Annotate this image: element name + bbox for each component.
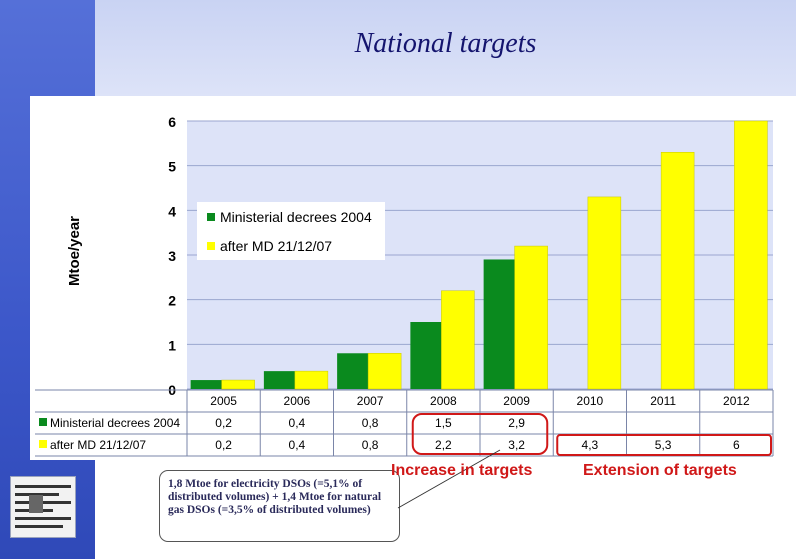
data-label: 0,2 [215,438,232,452]
data-label: 0,8 [362,416,379,430]
bar-after-md-2007 [367,353,402,390]
x-tick-label: 2006 [284,394,311,408]
bar-after-md-2012 [734,120,768,390]
y-tick-label: 5 [168,159,176,175]
legend-swatch [207,242,215,250]
data-label: 0,4 [289,438,306,452]
x-tick-label: 2010 [577,394,604,408]
y-axis-label: Mtoe/year [66,216,83,286]
y-tick-label: 2 [168,293,176,309]
table-row-swatch [39,418,47,426]
bar-ministerial-2007 [337,353,371,389]
x-tick-label: 2008 [430,394,457,408]
bar-after-md-2008 [441,290,475,390]
legend-swatch [207,213,215,221]
data-label: 3,2 [508,438,525,452]
increase-label: Increase in targets [391,462,533,479]
data-label: 2,9 [508,416,525,430]
y-tick-label: 1 [168,337,176,353]
x-tick-label: 2011 [650,394,676,408]
bar-after-md-2009 [514,245,548,390]
data-label: 0,2 [215,416,232,430]
bar-ministerial-2006 [263,371,297,389]
header-band [95,0,796,96]
data-label: 0,8 [362,438,379,452]
y-tick-label: 3 [168,248,176,264]
bar-ministerial-2008 [410,322,444,389]
data-label: 2,2 [435,438,452,452]
data-label: 6 [733,438,740,452]
legend-label: after MD 21/12/07 [220,238,332,254]
extension-label: Extension of targets [583,462,737,479]
legend-label: Ministerial decrees 2004 [220,209,372,225]
bar-after-md-2010 [587,196,622,390]
bar-after-md-2005 [221,379,255,390]
table-row-label: Ministerial decrees 2004 [50,416,180,430]
logo-graphic [15,485,71,528]
bar-ministerial-2005 [190,380,224,389]
bar-after-md-2006 [294,370,329,390]
page-title: National targets [354,28,537,59]
table-row-swatch [39,440,47,448]
extension-highlight [556,434,772,456]
data-label: 5,3 [655,438,672,452]
table-row-label: after MD 21/12/07 [50,438,146,452]
bar-after-md-2011 [660,152,695,390]
data-label: 0,4 [289,416,306,430]
data-label: 1,5 [435,416,452,430]
legend-box [197,202,385,260]
x-tick-label: 2007 [357,394,384,408]
logo [10,476,76,538]
y-tick-label: 4 [168,203,176,219]
chart-panel: 0 1 2 3 4 5 6 Mtoe/year Ministerial decrees 2004… [30,96,796,460]
x-tick-label: 2005 [210,394,237,408]
callout-note: 1,8 Mtoe for electricity DSOs (=5,1% of … [159,470,400,542]
x-tick-label: 2012 [723,394,750,408]
data-label: 4,3 [582,438,599,452]
bar-ministerial-2009 [483,259,517,389]
y-tick-label: 6 [168,114,176,130]
x-tick-label: 2009 [503,394,530,408]
